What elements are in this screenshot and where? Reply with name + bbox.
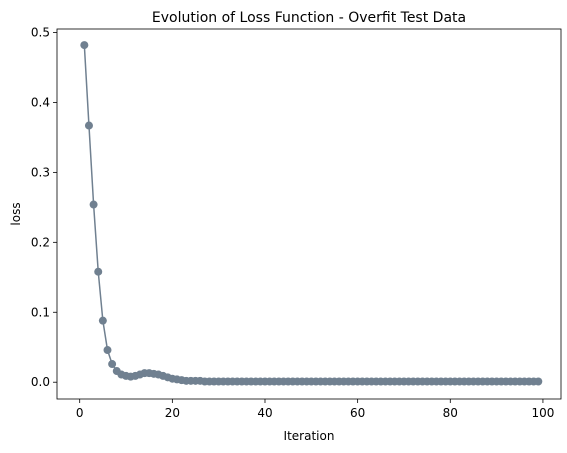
x-axis-label: Iteration <box>284 429 335 443</box>
x-tick-label: 60 <box>350 406 365 420</box>
chart-title: Evolution of Loss Function - Overfit Tes… <box>152 10 466 26</box>
plot-area <box>80 41 542 385</box>
data-point <box>85 122 93 130</box>
x-tick-label: 0 <box>76 406 84 420</box>
data-point <box>80 41 88 49</box>
y-tick-label: 0.4 <box>31 95 50 109</box>
data-point <box>99 317 107 325</box>
axes-frame <box>57 29 561 399</box>
data-point <box>94 268 102 276</box>
data-point <box>534 378 542 386</box>
y-tick-label: 0.5 <box>31 25 50 39</box>
x-tick-label: 80 <box>443 406 458 420</box>
data-point <box>108 360 116 368</box>
data-point <box>103 346 111 354</box>
y-tick-label: 0.3 <box>31 165 50 179</box>
data-point <box>90 201 98 209</box>
x-tick-label: 40 <box>257 406 272 420</box>
x-tick-label: 100 <box>531 406 554 420</box>
y-axis-label: loss <box>9 202 23 225</box>
y-tick-label: 0.1 <box>31 305 50 319</box>
x-axis: 0 20 40 60 80 100 <box>76 399 555 420</box>
y-axis: 0.0 0.1 0.2 0.3 0.4 0.5 <box>31 25 57 389</box>
loss-series-line <box>84 45 538 381</box>
y-tick-label: 0.2 <box>31 235 50 249</box>
y-tick-label: 0.0 <box>31 375 50 389</box>
x-tick-label: 20 <box>165 406 180 420</box>
